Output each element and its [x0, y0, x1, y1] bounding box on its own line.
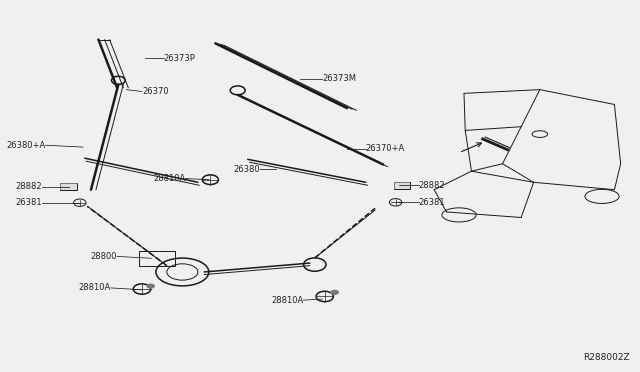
Text: 28882: 28882	[16, 182, 42, 191]
Text: 28800: 28800	[91, 252, 117, 261]
Text: 26370+A: 26370+A	[366, 144, 405, 153]
Bar	[139, 251, 175, 266]
Bar	[394, 182, 410, 189]
Text: 26373P: 26373P	[164, 54, 196, 62]
Text: 26370: 26370	[142, 87, 168, 96]
Circle shape	[330, 290, 339, 295]
Text: 26380: 26380	[234, 165, 260, 174]
Circle shape	[147, 283, 155, 289]
Text: 26381: 26381	[419, 198, 445, 207]
Bar	[60, 183, 77, 190]
Bar	[60, 183, 77, 190]
Text: 28810A: 28810A	[153, 174, 186, 183]
Text: 28882: 28882	[419, 181, 445, 190]
Bar	[394, 182, 410, 189]
Text: 26373M: 26373M	[323, 74, 356, 83]
Text: 28810A: 28810A	[79, 283, 111, 292]
Text: R288002Z: R288002Z	[583, 353, 630, 362]
Text: 26381: 26381	[16, 198, 42, 207]
Text: 26380+A: 26380+A	[6, 141, 45, 150]
Text: 28810A: 28810A	[271, 296, 303, 305]
